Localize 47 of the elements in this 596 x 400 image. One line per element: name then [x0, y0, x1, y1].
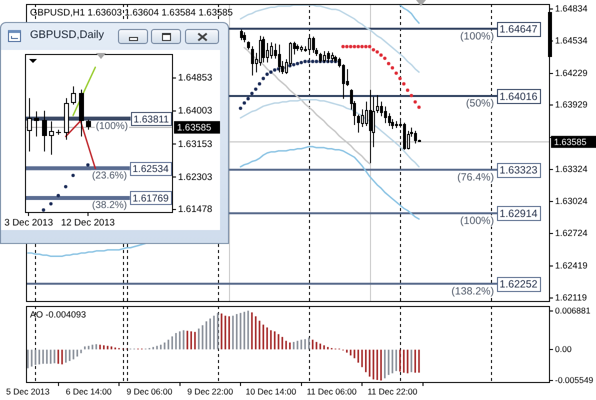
y-tick-label: 1.62303 [178, 172, 212, 183]
y-tick-label: 1.64853 [178, 72, 212, 84]
y-tick-label: 1.64003 [178, 106, 212, 117]
y-tick-label: 0.00 [555, 344, 572, 354]
ref-line-label: 1.64016 [500, 90, 538, 103]
ref-line-label: 1.61769 [132, 194, 170, 205]
y-tick-label: 1.64229 [555, 68, 588, 78]
x-tick-label: 9 Dec 22:00 [187, 386, 234, 396]
y-tick-label: 1.62724 [555, 228, 588, 238]
annotation: (23.6%) [92, 170, 127, 182]
y-tick-label: -0.005549 [555, 374, 594, 385]
ref-line-label: 1.63585 [177, 122, 212, 134]
annotation: (38.2%) [92, 200, 127, 212]
x-tick-label: 10 Dec 14:00 [246, 386, 296, 396]
y-tick-label: 1.62419 [555, 260, 588, 270]
ref-line-label: 1.63585 [554, 136, 587, 147]
annotation: (76.4%) [457, 171, 494, 184]
y-tick-label: 1.61478 [178, 204, 212, 215]
annotation: (100%) [460, 214, 494, 227]
x-tick-label: 5 Dec 2013 [6, 386, 50, 396]
ref-line-label: 1.64647 [500, 24, 538, 36]
x-tick-label: 11 Dec 22:00 [367, 386, 418, 396]
x-tick-label: 3 Dec 2013 [4, 217, 53, 228]
chart-title: GBPUSD,Daily [30, 29, 104, 42]
y-tick-label: 1.63024 [555, 196, 588, 206]
ref-line-label: 1.63811 [134, 114, 170, 126]
annotation: (50%) [466, 98, 494, 110]
ref-line-label: 1.62534 [132, 164, 170, 175]
x-tick-label: 12 Dec 2013 [60, 217, 115, 228]
annotation: (100%) [96, 120, 128, 132]
x-tick-label: 6 Dec 14:00 [66, 386, 112, 396]
chart-title: GBPUSD,H1 1.63603 1.63604 1.63584 1.63585 [30, 8, 233, 19]
x-tick-label: 9 Dec 06:00 [126, 386, 173, 396]
y-tick-label: 1.63153 [178, 138, 212, 150]
y-tick-label: 1.62119 [555, 292, 587, 302]
y-tick-label: 1.64534 [555, 35, 588, 46]
annotation: (100%) [460, 30, 494, 42]
y-tick-label: 0.006881 [555, 305, 591, 316]
chart-title: AO -0.004093 [30, 309, 86, 320]
annotation: (138.2%) [451, 285, 494, 298]
x-tick-label: 11 Dec 06:00 [306, 386, 357, 396]
ref-line-label: 1.63323 [500, 164, 538, 177]
y-tick-label: 1.64834 [555, 3, 588, 14]
ref-line-label: 1.62252 [500, 278, 538, 291]
y-tick-label: 1.63324 [555, 164, 588, 174]
ref-line-label: 1.62914 [500, 208, 538, 220]
y-tick-label: 1.63929 [555, 100, 588, 110]
